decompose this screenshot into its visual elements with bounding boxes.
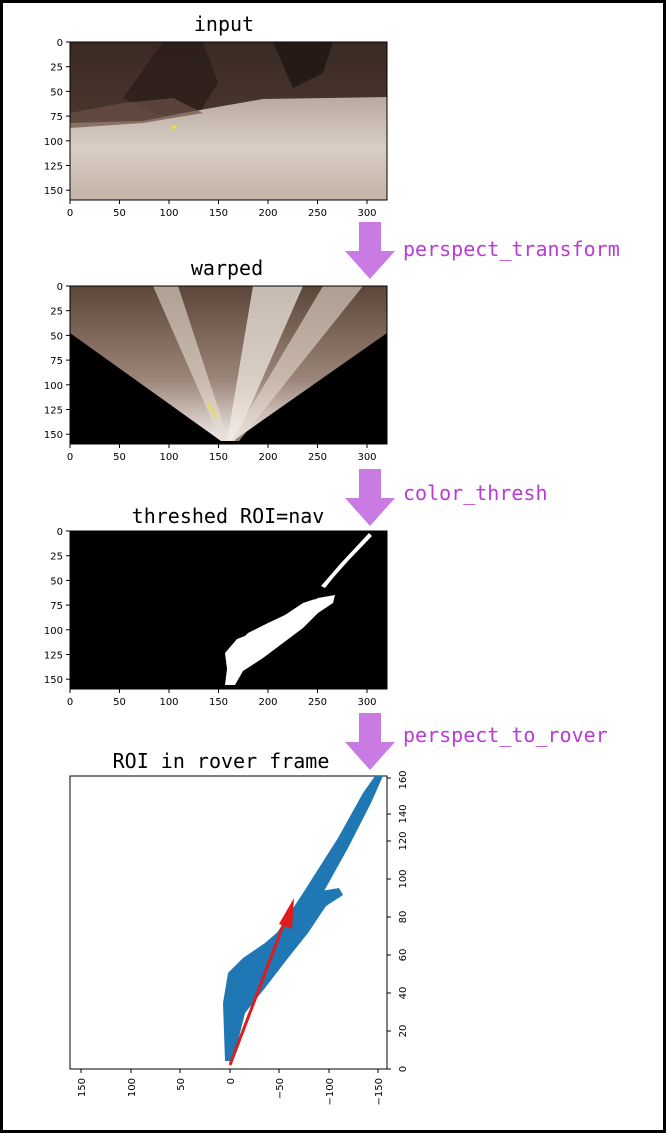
x-tick-label: 200: [258, 208, 277, 219]
down-arrow-icon: [345, 222, 395, 279]
y-tick-label: 25: [50, 307, 63, 318]
x-tick-label: 250: [308, 452, 327, 463]
panel-title: threshed ROI=nav: [132, 504, 325, 528]
step-arrow-3: perspect_to_rover: [345, 713, 608, 770]
x-tick-label: 250: [308, 208, 327, 219]
x-tick-label: 50: [176, 1078, 187, 1091]
step-label: perspect_to_rover: [403, 723, 608, 747]
x-tick-label: 0: [67, 208, 73, 219]
y-tick-label: 100: [398, 869, 409, 888]
x-tick-label: 150: [209, 697, 228, 708]
y-tick-label: 0: [57, 38, 63, 49]
y-tick-label: 140: [398, 804, 409, 823]
y-tick-label: 0: [398, 1066, 409, 1072]
y-tick-label: 25: [50, 63, 63, 74]
y-tick-label: 60: [398, 949, 409, 962]
x-tick-label: 300: [357, 452, 376, 463]
scatter-region-edge: [303, 888, 343, 918]
y-tick-label: 0: [57, 527, 63, 538]
heading-arrow: [228, 898, 294, 1066]
y-tick-label: 100: [44, 381, 63, 392]
x-tick-label: −100: [325, 1078, 336, 1105]
threshed-ticks: 0 50 100 150 200 250 300 0 25 50 75 100 …: [44, 527, 377, 708]
y-tick-label: 50: [50, 331, 63, 342]
y-tick-label: 20: [398, 1025, 409, 1038]
y-tick-label: 100: [44, 626, 63, 637]
rover-ticks: 150 100 50 0 −50 −100 −150 0 20 40 60 80: [77, 770, 409, 1105]
panel-input: input 0 50 100 150 200 250 300 0 25 5: [44, 12, 388, 219]
x-tick-label: 100: [159, 452, 178, 463]
y-tick-label: 120: [398, 831, 409, 850]
y-tick-label: 0: [57, 282, 63, 293]
x-tick-label: 250: [308, 697, 327, 708]
panel-rover-frame: ROI in rover frame 150 100 50 0 −50 −100: [69, 749, 409, 1105]
x-tick-label: 0: [226, 1078, 237, 1084]
warped-image: [70, 286, 387, 444]
x-tick-label: 150: [77, 1078, 88, 1097]
y-tick-label: 125: [44, 651, 63, 662]
x-tick-label: −50: [275, 1078, 286, 1099]
x-tick-label: 100: [159, 208, 178, 219]
y-tick-label: 125: [44, 406, 63, 417]
x-tick-label: 50: [113, 697, 126, 708]
x-tick-label: 300: [357, 208, 376, 219]
y-tick-label: 25: [50, 552, 63, 563]
x-tick-label: 50: [113, 452, 126, 463]
warped-ticks: 0 50 100 150 200 250 300 0 25 50 75 100 …: [44, 282, 377, 463]
x-tick-label: 0: [67, 452, 73, 463]
y-tick-label: 40: [398, 987, 409, 1000]
x-tick-label: 200: [258, 452, 277, 463]
heading-arrow-shaft: [228, 917, 288, 1066]
y-tick-label: 80: [398, 911, 409, 924]
threshed-image: [70, 531, 387, 689]
scatter-region-lower: [223, 898, 328, 1061]
x-tick-label: 150: [209, 452, 228, 463]
figure-canvas: input 0 50 100 150 200 250 300 0 25 5: [44, 12, 620, 1105]
step-arrow-1: perspect_transform: [345, 222, 620, 279]
x-tick-label: 200: [258, 697, 277, 708]
y-tick-label: 150: [44, 186, 63, 197]
step-label: perspect_transform: [403, 237, 620, 261]
y-tick-label: 50: [50, 576, 63, 587]
step-arrow-2: color_thresh: [345, 469, 548, 526]
y-tick-label: 150: [44, 430, 63, 441]
y-tick-label: 75: [50, 601, 63, 612]
x-tick-label: 0: [67, 697, 73, 708]
panel-title: input: [194, 12, 254, 36]
x-tick-label: −150: [374, 1078, 385, 1105]
x-tick-label: 100: [159, 697, 178, 708]
arrowhead-icon: [279, 898, 294, 929]
down-arrow-icon: [345, 469, 395, 526]
y-tick-label: 160: [398, 770, 409, 789]
y-tick-label: 100: [44, 137, 63, 148]
y-tick-label: 50: [50, 87, 63, 98]
y-tick-label: 150: [44, 675, 63, 686]
x-tick-label: 100: [127, 1078, 138, 1097]
x-tick-label: 300: [357, 697, 376, 708]
y-tick-label: 75: [50, 112, 63, 123]
y-tick-label: 75: [50, 356, 63, 367]
x-tick-label: 50: [113, 208, 126, 219]
y-tick-label: 125: [44, 162, 63, 173]
input-ticks: 0 50 100 150 200 250 300 0 25 50 75 100 …: [44, 38, 377, 219]
x-tick-label: 150: [209, 208, 228, 219]
panel-title: warped: [191, 256, 263, 280]
down-arrow-icon: [345, 713, 395, 770]
step-label: color_thresh: [403, 481, 548, 505]
panel-threshed: threshed ROI=nav 0 50 100 150 200 250 30…: [44, 504, 388, 708]
panel-title: ROI in rover frame: [113, 749, 330, 773]
input-image: [70, 42, 387, 200]
panel-warped: warped 0 50 100 150 200 250 300 0 25 50 …: [44, 256, 388, 463]
